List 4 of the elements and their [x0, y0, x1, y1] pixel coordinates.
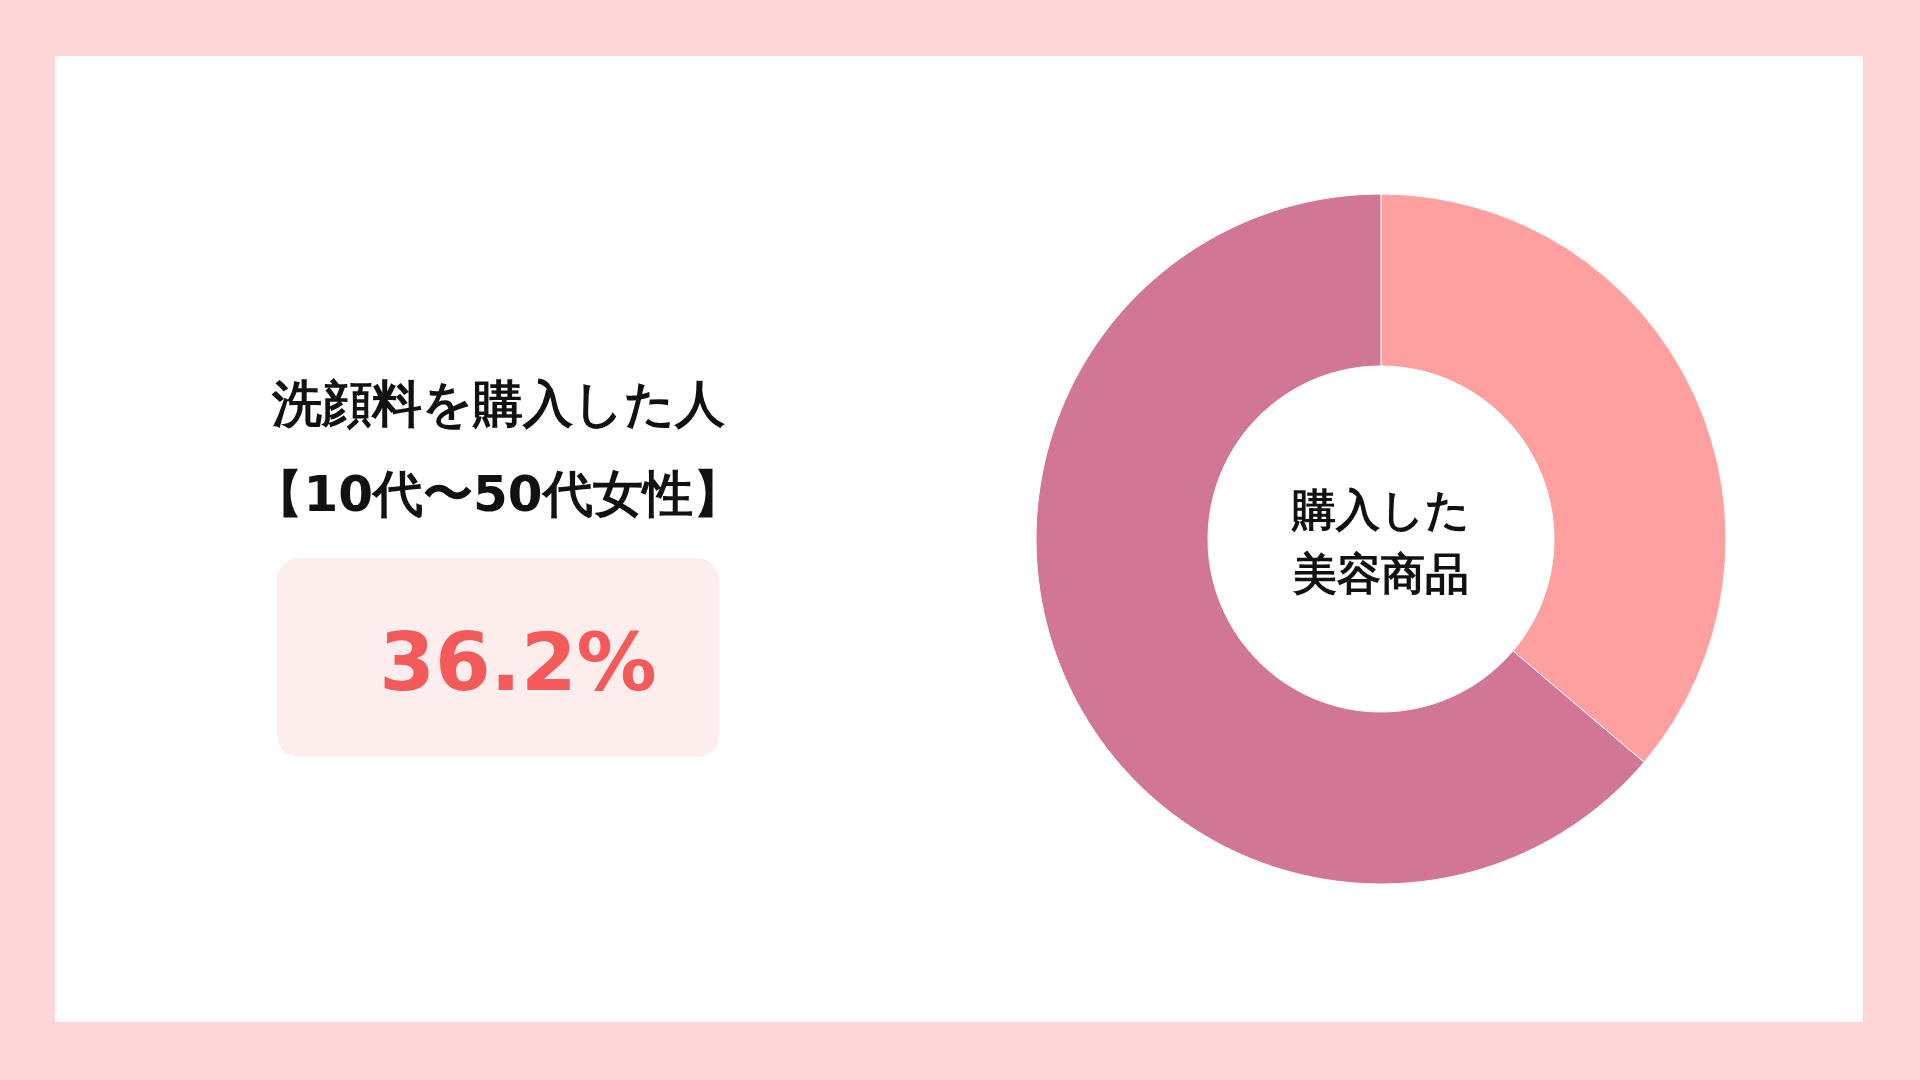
text: 購入した美容商品	[1291, 484, 1470, 599]
text: 洗顔料を購入した人	[270, 375, 725, 433]
text: 【10代〜50代女性】	[253, 465, 743, 523]
text: 36.2%	[379, 615, 657, 709]
